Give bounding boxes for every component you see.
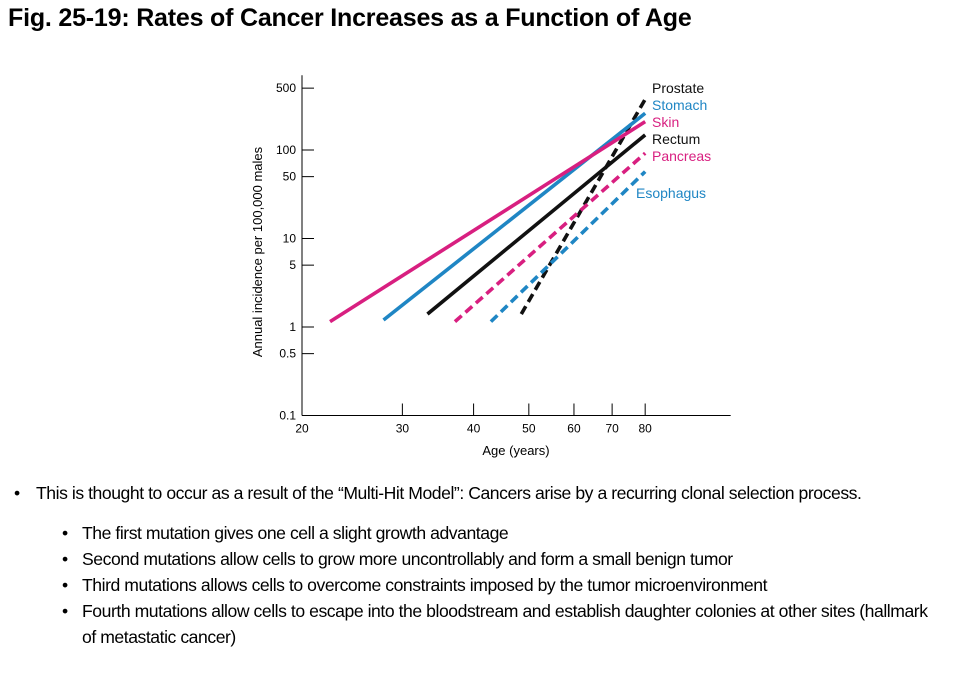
slide-title: Fig. 25-19: Rates of Cancer Increases as… — [8, 4, 692, 32]
series-line-esophagus — [489, 170, 647, 323]
incidence-chart: 0.1 0.5 1 5 10 50 100 500 20 30 40 50 60 70 80 Prostat… — [250, 75, 731, 458]
x-tick-label: 50 — [522, 422, 536, 436]
y-tick-label: 10 — [283, 232, 297, 246]
series-line-stomach — [382, 111, 647, 322]
bullet-main: This is thought to occur as a result of … — [14, 480, 964, 506]
y-tick-label: 500 — [276, 81, 296, 95]
x-tick-label: 60 — [567, 422, 581, 436]
bullet-list: This is thought to occur as a result of … — [14, 480, 964, 650]
x-axis-label: Age (years) — [482, 443, 549, 458]
y-tick-label: 1 — [289, 320, 296, 334]
series-label-stomach: Stomach — [652, 97, 707, 113]
series-label-rectum: Rectum — [652, 131, 700, 147]
y-tick-label: 100 — [276, 143, 296, 157]
series-line-pancreas — [453, 151, 647, 323]
y-tick-label: 0.5 — [279, 347, 296, 361]
y-tick-label: 50 — [283, 170, 297, 184]
series-label-pancreas: Pancreas — [652, 148, 711, 164]
sub-bullet: Second mutations allow cells to grow mor… — [62, 546, 942, 572]
sub-bullet: Third mutations allows cells to overcome… — [62, 572, 942, 598]
series-label-prostate: Prostate — [652, 80, 704, 96]
axes: 0.1 0.5 1 5 10 50 100 500 20 30 40 50 60 70 80 — [276, 75, 731, 436]
series-label-skin: Skin — [652, 114, 679, 130]
x-tick-label: 40 — [467, 422, 481, 436]
y-tick-label: 0.1 — [279, 409, 296, 423]
y-tick-label: 5 — [289, 258, 296, 272]
x-tick-label: 70 — [605, 422, 619, 436]
series-lines — [329, 98, 647, 324]
sub-bullets: The first mutation gives one cell a slig… — [14, 520, 964, 650]
y-axis-label: Annual incidence per 100,000 males — [250, 146, 265, 357]
series-line-rectum — [426, 133, 647, 316]
sub-bullet: Fourth mutations allow cells to escape i… — [62, 598, 942, 650]
x-tick-label: 80 — [638, 422, 652, 436]
series-label-esophagus: Esophagus — [636, 185, 706, 201]
x-tick-label: 20 — [295, 422, 309, 436]
series-line-skin — [329, 120, 647, 324]
sub-bullet: The first mutation gives one cell a slig… — [62, 520, 942, 546]
x-tick-label: 30 — [396, 422, 410, 436]
